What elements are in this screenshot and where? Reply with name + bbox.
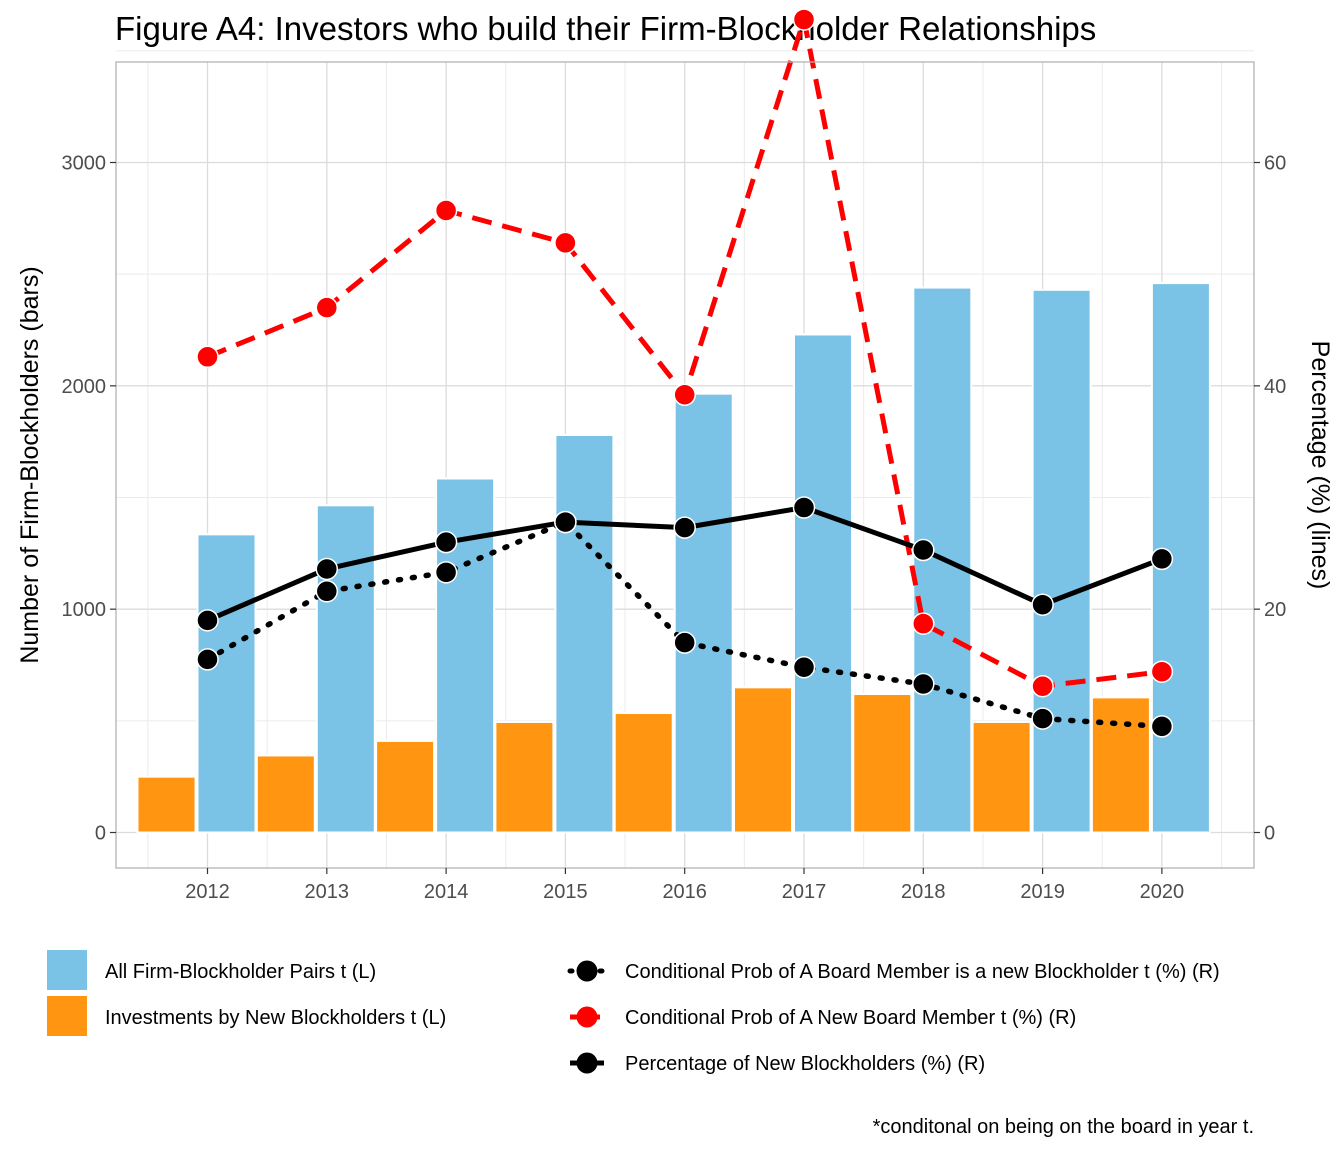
bar-new-blockholders-2017 bbox=[733, 686, 793, 834]
legend-key-bar bbox=[47, 950, 87, 990]
y-left-tick-label: 0 bbox=[95, 823, 106, 845]
point-dotted-2014 bbox=[434, 561, 458, 584]
y-left-tick-label: 3000 bbox=[62, 153, 107, 175]
legend-key-point bbox=[576, 1006, 598, 1028]
y-right-tick-label: 40 bbox=[1264, 376, 1286, 398]
bar-all-pairs-2013 bbox=[315, 504, 376, 834]
caption: *conditonal on being on the board in yea… bbox=[873, 1116, 1254, 1138]
point-dashed-2013 bbox=[315, 296, 339, 319]
point-dashed-2016 bbox=[673, 383, 696, 407]
point-dashed-2018 bbox=[912, 612, 935, 635]
legend: All Firm-Blockholder Pairs t (L) Investme… bbox=[47, 950, 1220, 1075]
bar-new-blockholders-2018 bbox=[852, 693, 913, 834]
bar-new-blockholders-2015 bbox=[494, 720, 555, 834]
y-right-tick-label: 0 bbox=[1264, 823, 1275, 845]
legend-label: All Firm-Blockholder Pairs t (L) bbox=[105, 961, 376, 983]
point-dashed-2017 bbox=[792, 8, 816, 31]
legend-key-bar bbox=[47, 996, 87, 1036]
point-solid-2019 bbox=[1031, 593, 1054, 616]
point-dashed-2020 bbox=[1150, 660, 1174, 683]
point-dashed-2014 bbox=[434, 199, 458, 222]
point-solid-2015 bbox=[554, 510, 577, 534]
x-tick-label: 2016 bbox=[662, 881, 707, 903]
bar-new-blockholders-2013 bbox=[255, 754, 316, 834]
x-tick-label: 2012 bbox=[185, 881, 230, 903]
point-dashed-2015 bbox=[554, 231, 577, 255]
point-solid-2016 bbox=[673, 516, 696, 539]
bar-all-pairs-2015 bbox=[554, 433, 615, 834]
bar-new-blockholders-2012 bbox=[136, 775, 197, 834]
point-dashed-2019 bbox=[1031, 674, 1054, 698]
legend-label: Conditional Prob of A New Board Member t… bbox=[625, 1007, 1076, 1029]
bar-all-pairs-2019 bbox=[1031, 288, 1092, 834]
bar-new-blockholders-2020 bbox=[1090, 696, 1151, 834]
y-right-tick-label: 20 bbox=[1264, 599, 1286, 621]
x-tick-label: 2018 bbox=[901, 881, 946, 903]
legend-label: Percentage of New Blockholders (%) (R) bbox=[625, 1053, 985, 1075]
chart-title: Figure A4: Investors who build their Fir… bbox=[115, 10, 1096, 47]
legend-label: Conditional Prob of A Board Member is a … bbox=[625, 961, 1220, 983]
legend-key-point bbox=[576, 1052, 598, 1074]
bar-new-blockholders-2019 bbox=[971, 720, 1032, 834]
x-tick-label: 2014 bbox=[424, 881, 469, 903]
y-axis-left: 0 1000 2000 3000 bbox=[62, 153, 116, 845]
point-dashed-2012 bbox=[196, 345, 219, 369]
point-dotted-2020 bbox=[1150, 715, 1174, 738]
point-dotted-2016 bbox=[673, 631, 696, 654]
legend-label: Investments by New Blockholders t (L) bbox=[105, 1007, 446, 1029]
y-right-tick-label: 60 bbox=[1264, 153, 1286, 175]
point-dotted-2013 bbox=[315, 580, 339, 603]
y-left-tick-label: 2000 bbox=[62, 376, 107, 398]
point-solid-2020 bbox=[1150, 547, 1174, 571]
point-dotted-2019 bbox=[1031, 707, 1054, 730]
point-solid-2013 bbox=[315, 557, 339, 581]
point-dotted-2012 bbox=[196, 648, 219, 671]
bar-all-pairs-2012 bbox=[196, 533, 257, 834]
points bbox=[196, 8, 1174, 738]
point-dotted-2017 bbox=[792, 655, 816, 679]
x-tick-label: 2013 bbox=[305, 881, 350, 903]
point-solid-2017 bbox=[792, 496, 816, 519]
point-solid-2018 bbox=[912, 538, 935, 562]
bar-new-blockholders-2016 bbox=[613, 712, 674, 834]
y-axis-right: 0 20 40 60 bbox=[1254, 153, 1286, 845]
bar-all-pairs-2016 bbox=[673, 392, 734, 834]
y-axis-right-title: Percentage (%) (lines) bbox=[1306, 341, 1334, 590]
bar-new-blockholders-2014 bbox=[375, 739, 436, 834]
point-solid-2012 bbox=[196, 609, 219, 632]
point-dotted-2018 bbox=[912, 672, 935, 696]
x-tick-label: 2017 bbox=[782, 881, 827, 903]
y-axis-left-title: Number of Firm-Blockholders (bars) bbox=[16, 266, 44, 663]
x-axis: 2012 2013 2014 2015 2016 2017 2018 2019 2020 bbox=[185, 868, 1184, 903]
x-tick-label: 2015 bbox=[543, 881, 588, 903]
legend-key-point bbox=[576, 960, 598, 982]
point-solid-2014 bbox=[434, 530, 458, 554]
x-tick-label: 2019 bbox=[1020, 881, 1065, 903]
y-left-tick-label: 1000 bbox=[62, 599, 107, 621]
bar-all-pairs-2017 bbox=[793, 333, 853, 834]
x-tick-label: 2020 bbox=[1140, 881, 1185, 903]
